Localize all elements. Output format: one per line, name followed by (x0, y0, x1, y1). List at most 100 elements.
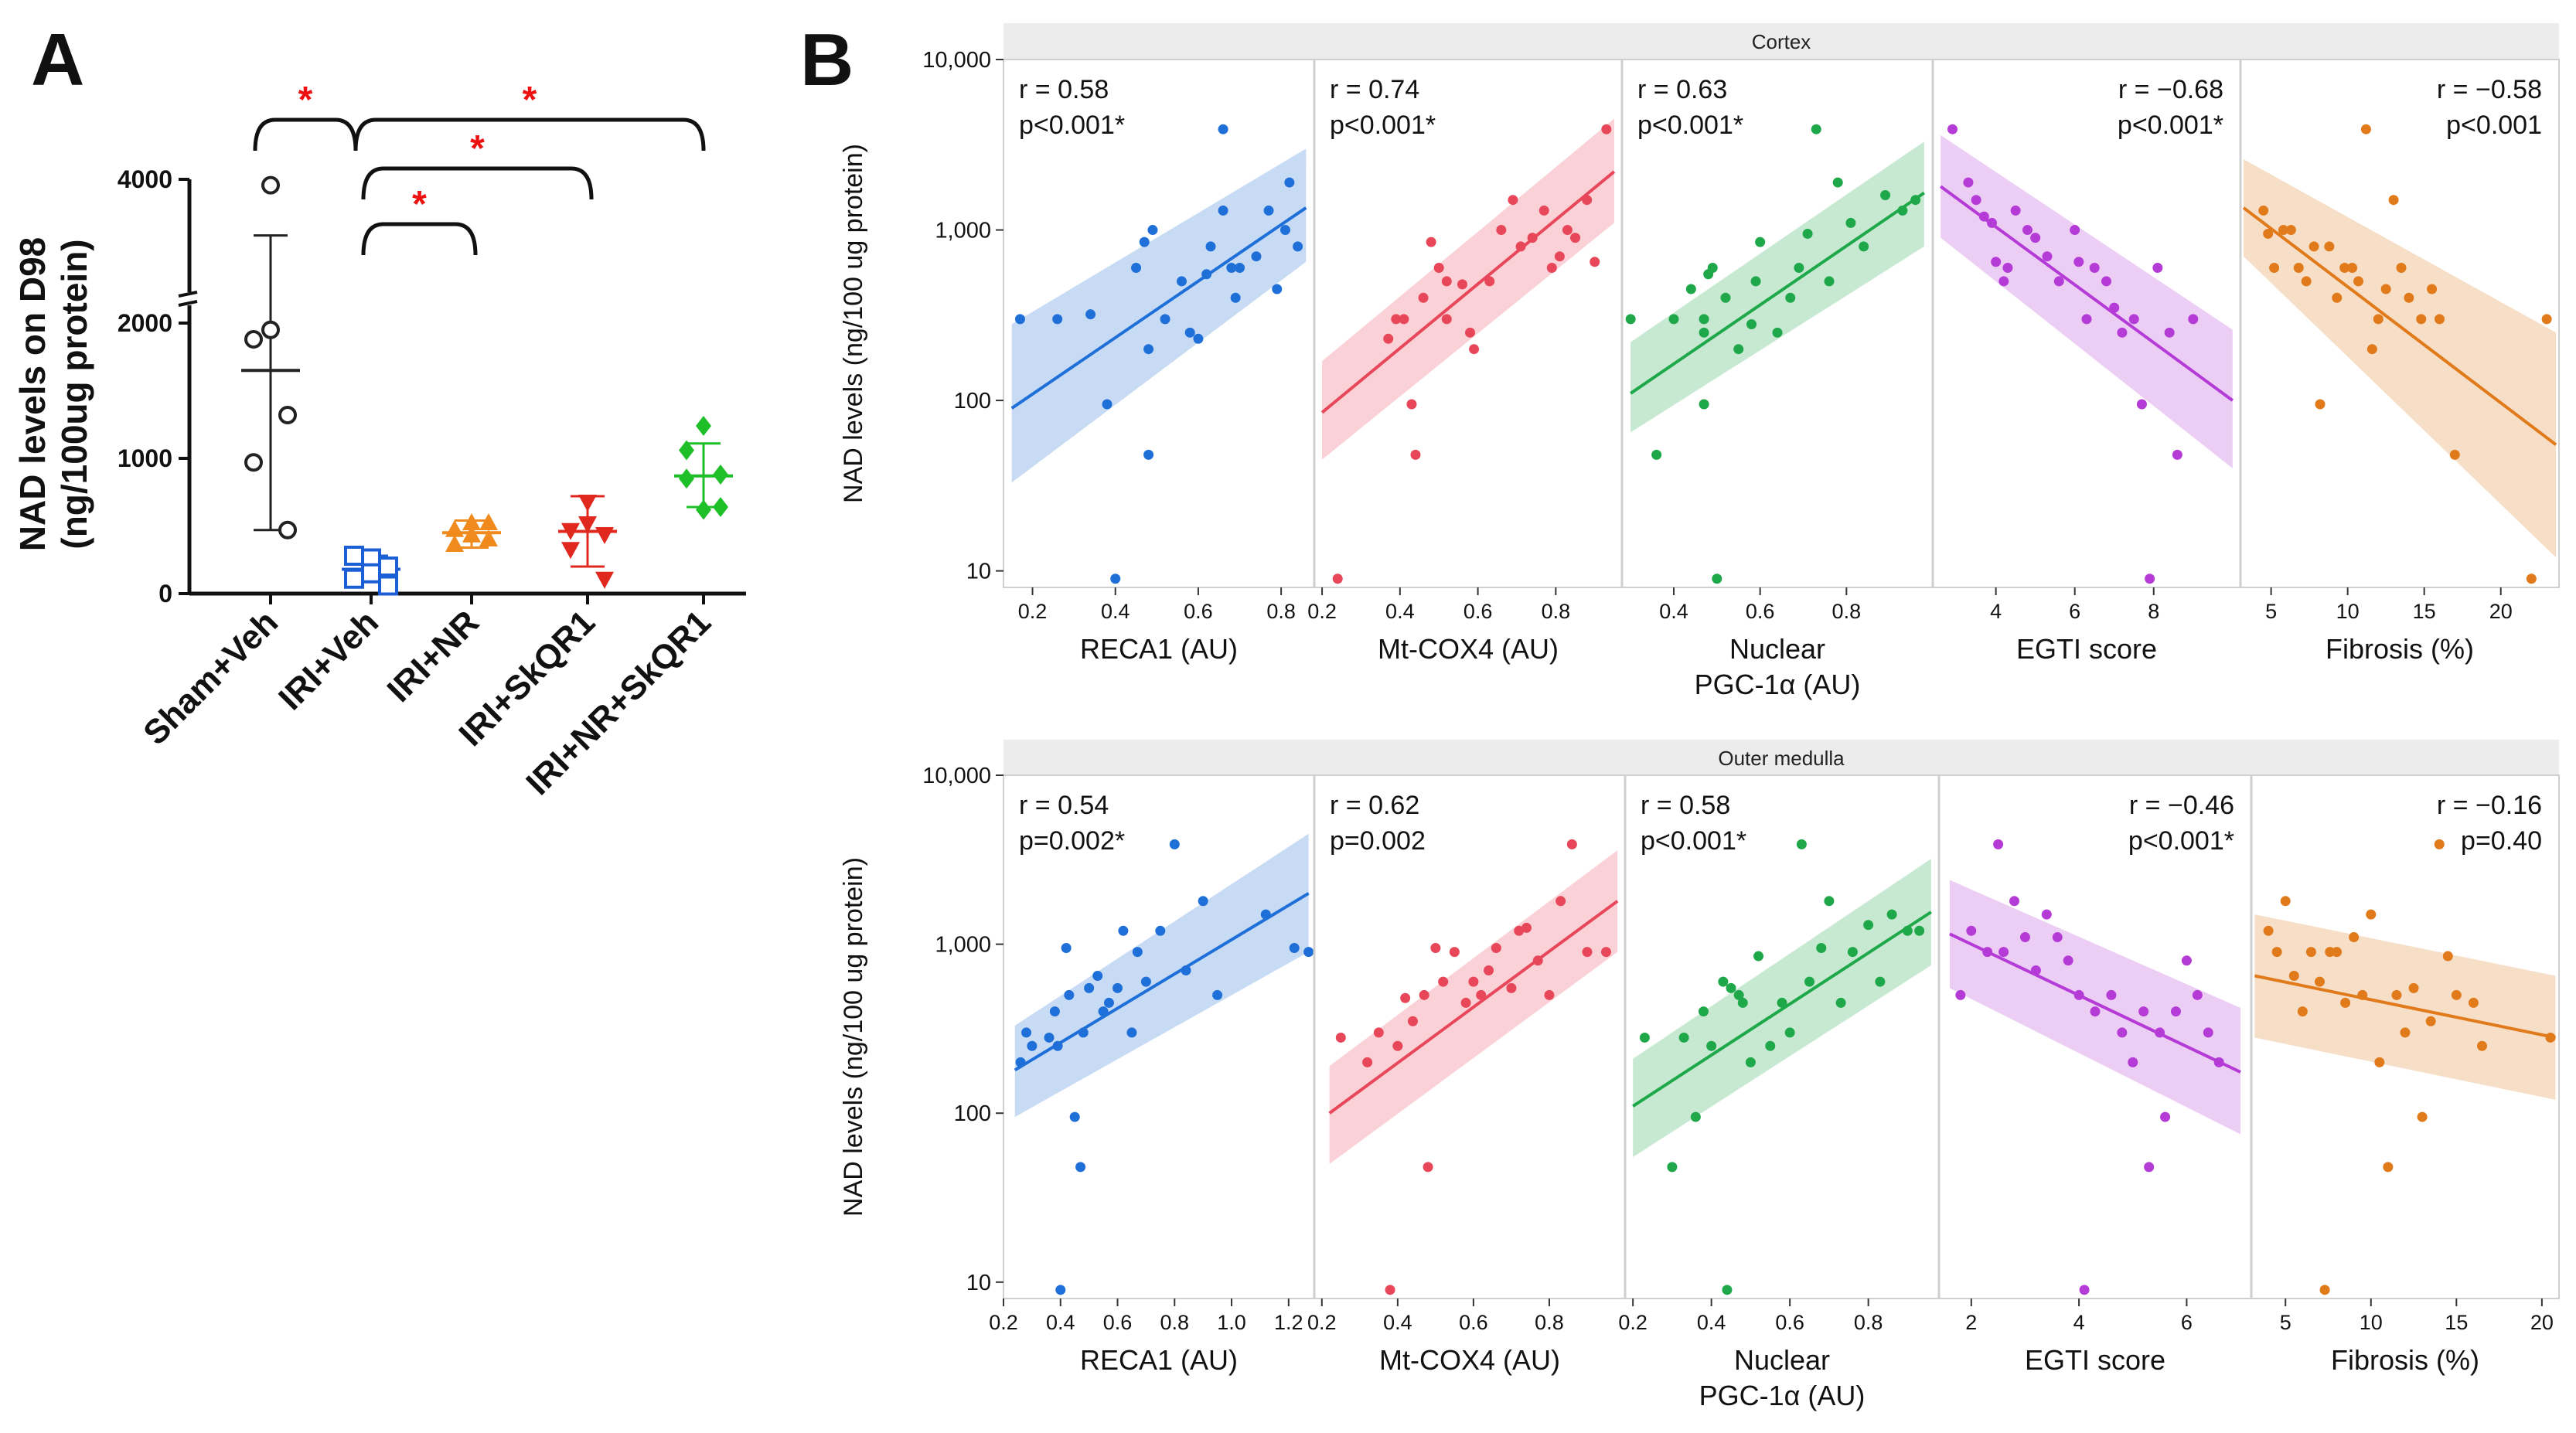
x-tick-label: 5 (2265, 600, 2277, 623)
y-tick-label: 100 (954, 389, 991, 414)
data-point (1235, 262, 1245, 273)
data-point (2019, 932, 2030, 943)
data-point (1289, 942, 1300, 953)
data-point (2404, 292, 2414, 303)
data-point (1218, 124, 1228, 134)
data-point (1212, 989, 1223, 1000)
data-point (1284, 177, 1295, 188)
data-point (1465, 327, 1476, 338)
data-point (2416, 314, 2427, 325)
correlation-p: p=0.002 (1330, 826, 1426, 856)
confidence-band (1322, 118, 1614, 460)
data-point (1737, 997, 1748, 1008)
data-point (1075, 1162, 1086, 1173)
data-point (1469, 344, 1480, 355)
data-point (2010, 205, 2021, 216)
data-point (1651, 449, 1662, 460)
data-point (278, 520, 297, 540)
x-tick-label: 2 (1965, 1311, 1977, 1334)
data-point (261, 175, 280, 195)
data-point (1794, 262, 1804, 273)
facet-panel: r = 0.58 p<0.001* 0.2 0.4 0.6 0.8 RECA1 (AU) (1010, 75, 1307, 665)
data-point (1722, 1285, 1733, 1295)
data-point (2468, 997, 2479, 1008)
data-point (1521, 922, 1532, 933)
data-point (1476, 989, 1487, 1000)
data-point (2101, 276, 2112, 287)
data-point (2425, 1016, 2436, 1026)
data-point (2417, 1111, 2428, 1122)
facet-panel: r = 0.74 p<0.001* 0.2 0.4 0.6 0.8 Mt-COX4 (AU) (1307, 60, 1616, 665)
data-point (2170, 1006, 2181, 1017)
data-point (1293, 241, 1303, 252)
data-point (2278, 225, 2288, 236)
significance-bracket (361, 166, 594, 200)
data-point (1457, 279, 1467, 290)
y-axis-title: NAD levels (ng/100 ug protein) (839, 857, 868, 1217)
confidence-band (1014, 833, 1309, 1118)
data-point (2192, 989, 2203, 1000)
data-point (2172, 449, 2182, 460)
correlation-r: r = −0.16 (2437, 791, 2542, 820)
data-point (1506, 982, 1517, 993)
regression-line (2254, 974, 2556, 1040)
facet-panel: r = 0.54 p=0.002* 0.2 0.4 0.6 0.8 1.0 1.2 RECA1 … (989, 791, 1314, 1376)
correlation-p: p<0.001* (2118, 111, 2223, 140)
x-tick-label: 10 (2360, 1311, 2383, 1334)
data-point (2442, 951, 2453, 962)
correlation-r: r = −0.68 (2118, 75, 2223, 104)
data-point (2332, 947, 2343, 958)
x-tick-label: 0.8 (1832, 600, 1862, 623)
data-point (1963, 177, 1974, 188)
data-point (2360, 124, 2371, 134)
data-point (1678, 1032, 1689, 1043)
data-point (713, 497, 728, 517)
data-point (1699, 399, 1709, 410)
data-point (1720, 292, 1731, 303)
data-point (1085, 309, 1096, 320)
data-point (2090, 1006, 2101, 1017)
data-point (1251, 251, 1262, 262)
x-axis-title: EGTI score (2025, 1344, 2165, 1376)
correlation-p: p<0.001* (1019, 111, 1125, 140)
data-point (1132, 947, 1143, 958)
data-point (2263, 925, 2274, 936)
data-point (1880, 190, 1891, 201)
data-point (2449, 449, 2460, 460)
data-point (1816, 942, 1827, 953)
x-axis-title: PGC-1α (AU) (1699, 1380, 1866, 1411)
data-point (1845, 217, 1856, 228)
regression-line (1632, 911, 1932, 1108)
correlation-r: r = 0.63 (1637, 75, 1727, 104)
data-point (679, 468, 694, 489)
data-point (1491, 942, 1501, 953)
significance-star: * (412, 184, 427, 225)
data-point (2128, 314, 2139, 325)
data-point (1544, 989, 1555, 1000)
data-point (2366, 344, 2377, 355)
y-tick-label: 2000 (118, 309, 172, 337)
plot-frame (1003, 59, 2560, 588)
data-point (1750, 276, 1761, 287)
x-tick-label: 0.6 (1103, 1311, 1133, 1334)
x-axis-title: EGTI score (2016, 633, 2157, 665)
x-tick-label: 0.4 (1101, 600, 1130, 623)
data-point (2136, 399, 2147, 410)
x-tick-label: 0.6 (1463, 600, 1493, 623)
data-point (2383, 1162, 2394, 1173)
data-point (1383, 333, 1394, 344)
facet-panel: r = 0.58 p<0.001* 0.2 0.4 0.6 0.8 Nuclear PGC-1… (1618, 775, 1932, 1411)
data-point (1407, 1016, 1418, 1026)
data-point (1021, 1027, 1032, 1038)
y-axis-title: NAD levels (ng/100 ug protein) (839, 144, 868, 503)
x-axis-title: RECA1 (AU) (1080, 633, 1238, 665)
data-point (2145, 574, 2155, 584)
data-point (1385, 1285, 1395, 1295)
x-axis-title: Nuclear (1734, 1344, 1830, 1376)
significance-star: * (470, 128, 485, 169)
data-point (1712, 574, 1722, 584)
axis-break-mark (178, 300, 198, 307)
regression-line (1949, 932, 2241, 1074)
data-point (1639, 1032, 1650, 1043)
data-point (1667, 1162, 1678, 1173)
